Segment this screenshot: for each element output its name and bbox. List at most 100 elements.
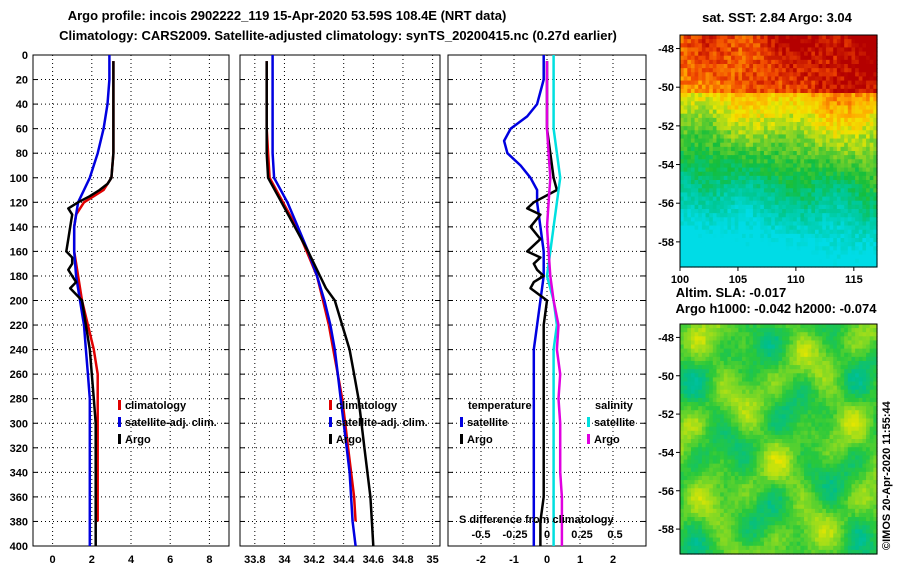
map-cell (690, 88, 696, 94)
map-cell (847, 254, 853, 260)
map-cell (873, 180, 878, 185)
map-cell (829, 142, 834, 148)
map-cell (862, 246, 867, 252)
map-cell (858, 35, 864, 40)
map-cell (829, 130, 834, 136)
map-cell (804, 134, 809, 140)
map-cell (712, 447, 718, 452)
map-cell (771, 126, 776, 131)
map-cell (687, 447, 692, 452)
map-cell (866, 200, 871, 206)
map-cell (855, 369, 860, 374)
map-cell (752, 360, 758, 366)
map-cell (763, 217, 769, 223)
map-cell (709, 51, 714, 57)
map-cell (709, 130, 714, 136)
map-cell (756, 418, 761, 424)
map-cell (804, 64, 809, 69)
map-cell (814, 64, 820, 69)
map-cell (687, 134, 692, 140)
map-cell (825, 356, 831, 362)
map-cell (862, 443, 867, 448)
map-cell (822, 51, 827, 57)
map-cell (756, 439, 761, 444)
map-cell (687, 385, 692, 391)
map-cell (683, 332, 688, 337)
map-cell (771, 246, 776, 252)
map-cell (840, 51, 845, 57)
map-cell (745, 213, 750, 218)
map-cell (701, 101, 707, 107)
map-cell (844, 97, 849, 102)
map-cell (723, 402, 729, 407)
map-cell (873, 225, 878, 231)
map-cell (698, 171, 703, 177)
lon-tick-label: 110 (787, 274, 805, 286)
map-cell (814, 88, 820, 94)
map-cell (763, 393, 769, 399)
map-cell (847, 377, 853, 383)
map-cell (701, 393, 707, 399)
map-cell (731, 155, 736, 160)
map-cell (727, 155, 732, 160)
map-cell (866, 336, 871, 342)
map-cell (785, 254, 791, 260)
map-cell (796, 122, 801, 127)
diff-bottom-tick-label: -0.5 (472, 529, 491, 541)
map-cell (716, 171, 721, 177)
map-cell (701, 385, 707, 391)
map-cell (716, 213, 721, 218)
map-cell (771, 55, 776, 61)
map-cell (844, 184, 849, 189)
map-cell (782, 439, 787, 444)
map-cell (690, 155, 696, 160)
map-cell (796, 43, 801, 49)
map-cell (749, 340, 754, 346)
map-cell (782, 356, 787, 362)
map-cell (800, 352, 805, 358)
map-cell (712, 406, 718, 411)
map-cell (731, 434, 736, 440)
map-cell (752, 47, 758, 53)
map-cell (683, 175, 688, 181)
map-cell (825, 340, 831, 346)
map-cell (756, 192, 761, 198)
map-cell (829, 439, 834, 444)
map-cell (690, 332, 696, 337)
map-cell (840, 365, 845, 370)
map-cell (690, 430, 696, 436)
map-cell (723, 39, 729, 44)
map-cell (727, 47, 732, 53)
map-cell (709, 439, 714, 444)
map-cell (862, 365, 867, 370)
map-cell (683, 200, 688, 206)
map-cell (847, 258, 853, 264)
map-cell (814, 184, 820, 189)
map-cell (774, 84, 780, 90)
map-cell (680, 43, 685, 49)
map-cell (847, 402, 853, 407)
map-cell (814, 340, 820, 346)
map-cell (869, 410, 874, 415)
map-cell (687, 192, 692, 198)
map-cell (742, 117, 747, 123)
map-cell (742, 47, 747, 53)
map-cell (851, 393, 856, 399)
map-cell (720, 426, 725, 432)
map-cell (804, 80, 809, 86)
map-cell (749, 146, 754, 152)
map-cell (727, 402, 732, 407)
x-tick-label: 34.2 (303, 554, 324, 566)
map-cell (727, 410, 732, 415)
map-cell (855, 196, 860, 202)
map-cell (782, 365, 787, 370)
map-cell (840, 105, 845, 111)
map-cell (731, 88, 736, 94)
map-cell (836, 340, 842, 346)
map-cell (723, 55, 729, 61)
map-cell (734, 414, 739, 420)
map-cell (683, 47, 688, 53)
map-cell (811, 381, 816, 387)
map-cell (782, 35, 787, 40)
legend-sal-satellite-swatch (587, 417, 590, 427)
